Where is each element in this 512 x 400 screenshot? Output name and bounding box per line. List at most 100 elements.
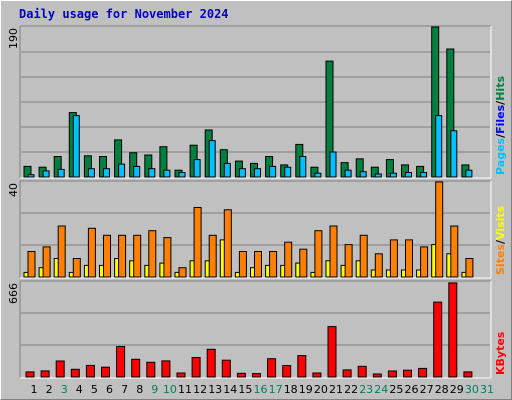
panel-visits-sites-ymax-label: 40: [7, 183, 20, 197]
panel-visits-sites-legend-item-1: /: [494, 239, 507, 244]
panel-hits-files-pages-legend-item-4: Hits: [494, 76, 507, 101]
bar-files-day-2: [42, 170, 50, 178]
bar-sites-day-12: [193, 207, 202, 278]
bar-sites-day-21: [329, 225, 338, 278]
bar-sites-day-26: [405, 239, 413, 278]
bar-kbytes-day-28: [433, 301, 443, 378]
x-axis-label-day-25: 25: [389, 383, 403, 396]
bar-sites-day-3: [57, 225, 66, 278]
x-axis-label-day-20: 20: [314, 383, 328, 396]
bar-sites-day-19: [299, 248, 308, 278]
x-axis-label-day-18: 18: [284, 383, 298, 396]
bar-sites-day-25: [389, 239, 398, 278]
bar-kbytes-day-4: [70, 368, 80, 378]
bar-files-day-8: [133, 165, 141, 178]
bar-files-day-20: [314, 172, 322, 178]
bar-files-day-10: [163, 169, 171, 178]
bar-kbytes-day-27: [418, 367, 428, 378]
bar-sites-day-9: [148, 230, 157, 278]
bar-kbytes-day-14: [221, 359, 231, 378]
x-axis-label-day-2: 2: [46, 383, 53, 396]
panel-hits-files-pages-legend-item-0: Pages: [494, 137, 507, 175]
bar-kbytes-day-9: [146, 361, 156, 378]
bar-kbytes-day-13: [206, 348, 216, 378]
bar-files-day-12: [193, 159, 201, 178]
bar-kbytes-day-26: [403, 369, 412, 378]
bar-sites-day-28: [435, 181, 444, 278]
bar-sites-day-23: [359, 234, 368, 278]
x-axis-label-day-26: 26: [405, 383, 419, 396]
bar-files-day-22: [344, 169, 352, 178]
bar-sites-day-1: [27, 251, 36, 278]
x-axis-label-day-6: 6: [106, 383, 113, 396]
x-axis-label-day-13: 13: [208, 383, 222, 396]
bar-files-day-9: [148, 168, 156, 178]
panel-visits-sites-legend-item-2: Visits: [494, 205, 507, 240]
panel-hits-files-pages-legend: Pages/Files/Hits: [494, 76, 507, 175]
panel-visits-sites-legend: Sites/Visits: [494, 205, 507, 275]
bar-kbytes-day-30: [463, 371, 473, 378]
bar-kbytes-day-24: [372, 373, 382, 378]
panel-hits-files-pages-legend-item-2: Files: [494, 104, 507, 134]
bar-files-day-14: [223, 162, 231, 178]
bar-sites-day-2: [42, 246, 51, 278]
panel-kbytes-legend: KBytes: [494, 331, 507, 375]
x-axis-label-day-24: 24: [374, 383, 388, 396]
x-axis-label-day-21: 21: [329, 383, 343, 396]
bar-kbytes-day-25: [387, 370, 397, 378]
x-axis-label-day-23: 23: [359, 383, 373, 396]
bar-kbytes-day-15: [236, 372, 246, 378]
bar-sites-day-10: [163, 237, 172, 278]
x-axis-label-day-29: 29: [450, 383, 464, 396]
bar-sites-day-30: [465, 258, 474, 278]
bar-kbytes-day-7: [116, 346, 126, 378]
bar-sites-day-22: [344, 244, 353, 278]
bar-files-day-24: [374, 173, 382, 178]
bar-kbytes-day-2: [40, 370, 50, 378]
bar-sites-day-11: [178, 267, 187, 278]
bar-files-day-17: [269, 165, 277, 178]
bar-sites-day-17: [269, 251, 278, 278]
bar-files-day-23: [359, 171, 367, 178]
bar-sites-day-16: [254, 251, 262, 278]
bar-sites-day-18: [284, 241, 293, 278]
x-axis-label-day-27: 27: [420, 383, 434, 396]
bar-files-day-18: [284, 166, 292, 178]
bar-kbytes-day-19: [297, 355, 307, 378]
panel-kbytes-ymax-label: 666: [7, 283, 20, 304]
bar-sites-day-14: [223, 209, 232, 278]
bar-kbytes-day-29: [448, 282, 458, 378]
bar-files-day-21: [329, 151, 337, 178]
x-axis-label-day-16: 16: [254, 383, 268, 396]
panel-hits-files-pages-legend-item-1: /: [494, 133, 507, 138]
panel-kbytes-legend-item-0: KBytes: [494, 331, 507, 375]
bar-files-day-26: [405, 172, 412, 178]
x-axis-label-day-9: 9: [151, 383, 158, 396]
bar-sites-day-4: [72, 258, 81, 278]
bar-kbytes-day-18: [282, 365, 292, 378]
bar-files-day-5: [87, 168, 95, 178]
bar-files-day-19: [299, 156, 307, 178]
bar-kbytes-day-10: [161, 360, 171, 378]
bar-files-day-28: [435, 115, 443, 178]
chart-title: Daily usage for November 2024: [19, 7, 229, 21]
bar-kbytes-day-8: [131, 358, 141, 378]
bar-files-day-16: [254, 168, 261, 178]
bar-files-day-13: [208, 140, 216, 178]
x-axis-label-day-19: 19: [299, 383, 313, 396]
x-axis-label-day-17: 17: [269, 383, 283, 396]
bar-files-day-27: [420, 172, 428, 178]
bar-sites-day-24: [374, 253, 383, 278]
x-axis-label-day-12: 12: [193, 383, 207, 396]
bar-kbytes-day-5: [85, 364, 95, 378]
x-axis-label-day-8: 8: [136, 383, 143, 396]
bar-sites-day-8: [133, 234, 142, 278]
bar-kbytes-day-1: [25, 371, 35, 378]
x-axis-label-day-3: 3: [61, 383, 68, 396]
panel-hits-files-pages-ymax-label: 190: [7, 28, 20, 49]
bar-files-day-1: [27, 174, 35, 178]
bar-sites-day-13: [208, 234, 217, 278]
bar-sites-day-6: [103, 234, 111, 278]
bar-sites-day-27: [420, 246, 429, 278]
x-axis-label-day-28: 28: [435, 383, 449, 396]
